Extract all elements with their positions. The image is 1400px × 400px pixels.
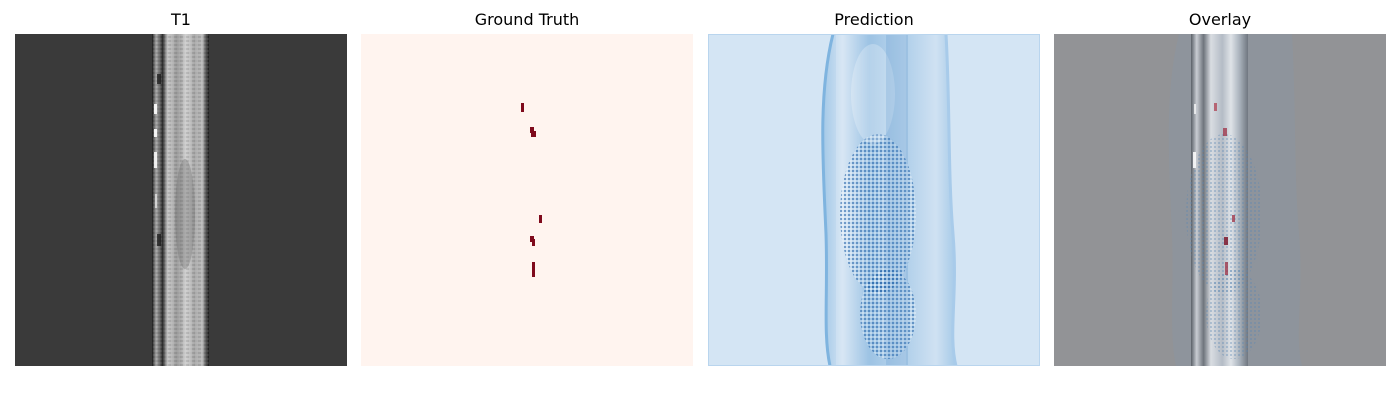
ground-truth-mask-image [361, 34, 693, 366]
panel-prediction: Prediction [708, 0, 1040, 400]
panel-t1: T1 [15, 0, 347, 400]
panel-title-prediction: Prediction [834, 10, 914, 29]
t1-mri-image [15, 34, 347, 366]
panel-title-t1: T1 [171, 10, 191, 29]
panel-title-overlay: Overlay [1188, 10, 1252, 29]
panel-title-ground-truth: Ground Truth [474, 10, 580, 29]
panel-overlay: Overlay [1054, 0, 1386, 400]
panel-ground-truth: Ground Truth [361, 0, 693, 400]
overlay-image [1054, 34, 1386, 366]
prediction-heatmap-image [708, 34, 1040, 366]
